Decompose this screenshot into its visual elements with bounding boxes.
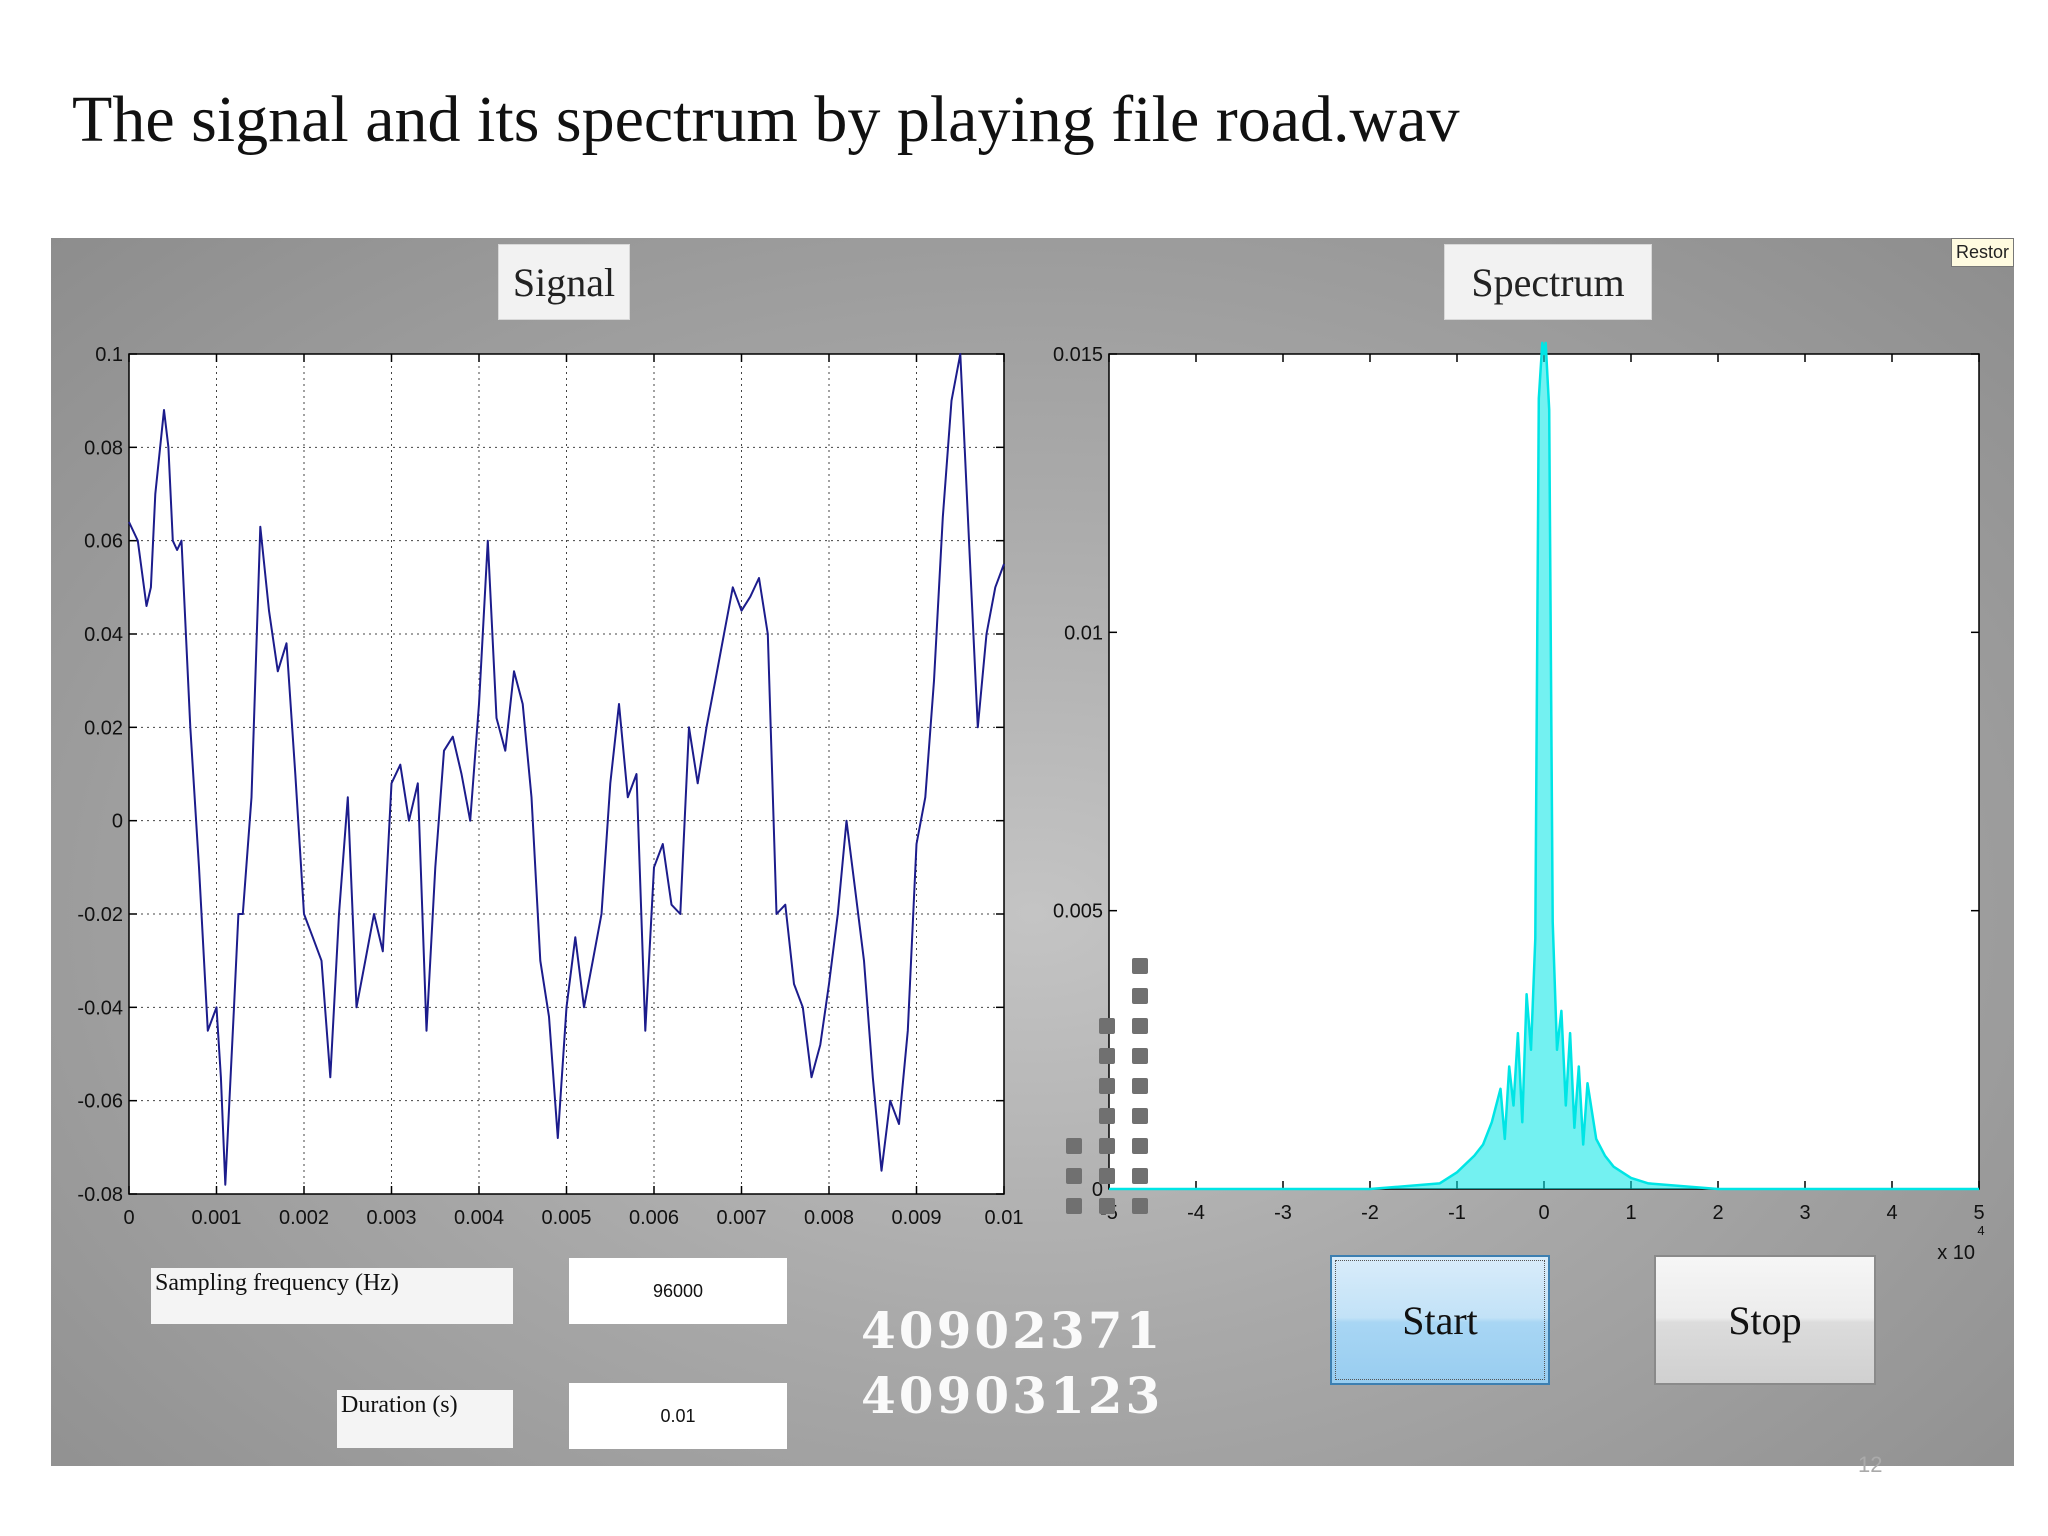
start-button[interactable]: Start <box>1330 1255 1550 1385</box>
duration-input[interactable]: 0.01 <box>569 1383 787 1449</box>
restore-tooltip: Restor <box>1950 238 2014 267</box>
signal-x-tick-label: 0.006 <box>629 1207 679 1229</box>
level-meter-cell <box>1099 1018 1115 1034</box>
spectrum-y-tick-label: 0 <box>1092 1179 1103 1201</box>
page-number: 12 <box>1858 1452 1883 1477</box>
level-meter-cell <box>1132 1168 1148 1184</box>
signal-x-tick-label: 0.003 <box>366 1207 416 1229</box>
spectrum-y-tick-label: 0.015 <box>1053 344 1103 366</box>
level-meter-cell <box>1099 1138 1115 1154</box>
signal-y-tick-label: -0.04 <box>77 997 123 1019</box>
level-meter-cell <box>1132 1138 1148 1154</box>
spectrum-x-tick-label: 4 <box>1886 1202 1897 1224</box>
level-meter-cell <box>1132 1018 1148 1034</box>
signal-x-tick-label: 0.002 <box>279 1207 329 1229</box>
level-meter-cell <box>1099 1078 1115 1094</box>
spectrum-x-multiplier-exponent: 4 <box>1977 1223 1984 1238</box>
signal-y-tick-label: -0.02 <box>77 904 123 926</box>
spectrum-x-tick-label: 2 <box>1712 1202 1723 1224</box>
level-meter-cell <box>1132 958 1148 974</box>
sampling-frequency-input[interactable]: 96000 <box>569 1258 787 1324</box>
signal-y-tick-label: 0.06 <box>84 531 123 553</box>
signal-axes[interactable]: 0 0.001 0.002 0.003 0.004 0.005 0.006 0.007 0.00… <box>51 238 2014 1466</box>
stop-button[interactable]: Stop <box>1654 1255 1876 1385</box>
student-id-1: 40902371 <box>861 1301 1164 1360</box>
signal-x-tick-label: 0.008 <box>804 1207 854 1229</box>
student-ids: 40902371 40903123 <box>861 1298 1163 1428</box>
spectrum-x-tick-label: -3 <box>1274 1202 1292 1224</box>
level-meter-cell <box>1099 1198 1115 1214</box>
level-meter-cell <box>1066 1138 1082 1154</box>
level-meter-cell <box>1132 1078 1148 1094</box>
signal-x-tick-label: 0.001 <box>191 1207 241 1229</box>
level-meter-cell <box>1132 1048 1148 1064</box>
spectrum-x-tick-label: 3 <box>1799 1202 1810 1224</box>
signal-y-tick-label: 0 <box>112 811 123 833</box>
signal-x-tick-label: 0.005 <box>541 1207 591 1229</box>
level-meter-cell <box>1132 1198 1148 1214</box>
level-meter-cell <box>1066 1198 1082 1214</box>
level-meter-cell <box>1099 1108 1115 1124</box>
student-id-2: 40903123 <box>861 1366 1164 1425</box>
signal-series-line <box>128 353 1005 1186</box>
level-meter-cell <box>1132 1108 1148 1124</box>
spectrum-x-tick-label: -4 <box>1187 1202 1205 1224</box>
signal-x-tick-label: 0.004 <box>454 1207 504 1229</box>
duration-label: Duration (s) <box>337 1390 513 1448</box>
spectrum-y-tick-label: 0.005 <box>1053 901 1103 923</box>
spectrum-y-tick-label: 0.01 <box>1064 622 1103 644</box>
signal-x-tick-label: 0.009 <box>891 1207 941 1229</box>
signal-y-tick-label: -0.06 <box>77 1091 123 1113</box>
signal-x-tick-label: 0.01 <box>985 1207 1024 1229</box>
spectrum-x-tick-label: -2 <box>1361 1202 1379 1224</box>
sampling-frequency-label: Sampling frequency (Hz) <box>151 1268 513 1324</box>
signal-y-tick-label: 0.1 <box>95 344 123 366</box>
spectrum-x-tick-label: 1 <box>1625 1202 1636 1224</box>
spectrum-x-tick-label: 5 <box>1973 1202 1984 1224</box>
level-meter-cell <box>1099 1168 1115 1184</box>
signal-y-tick-label: 0.08 <box>84 437 123 459</box>
signal-x-tick-label: 0 <box>123 1207 134 1229</box>
signal-y-tick-label: 0.04 <box>84 624 123 646</box>
spectrum-panel-title: Spectrum <box>1444 244 1652 320</box>
signal-x-tick-label: 0.007 <box>716 1207 766 1229</box>
slide-title: The signal and its spectrum by playing f… <box>72 83 1460 156</box>
signal-panel-title: Signal <box>498 244 630 320</box>
spectrum-x-tick-label: -1 <box>1448 1202 1466 1224</box>
level-meter-cell <box>1066 1168 1082 1184</box>
level-meter-cell <box>1099 1048 1115 1064</box>
matlab-gui-window: Signal Spectrum Restor 0 0.001 0.002 0.003 0… <box>51 238 2014 1466</box>
spectrum-x-multiplier-label: x 10 <box>1937 1242 1975 1264</box>
signal-y-tick-label: -0.08 <box>77 1184 123 1206</box>
spectrum-x-tick-label: 0 <box>1538 1202 1549 1224</box>
level-meter-cell <box>1132 988 1148 1004</box>
spectrum-series-fill <box>1109 342 1979 1189</box>
signal-y-tick-label: 0.02 <box>84 717 123 739</box>
